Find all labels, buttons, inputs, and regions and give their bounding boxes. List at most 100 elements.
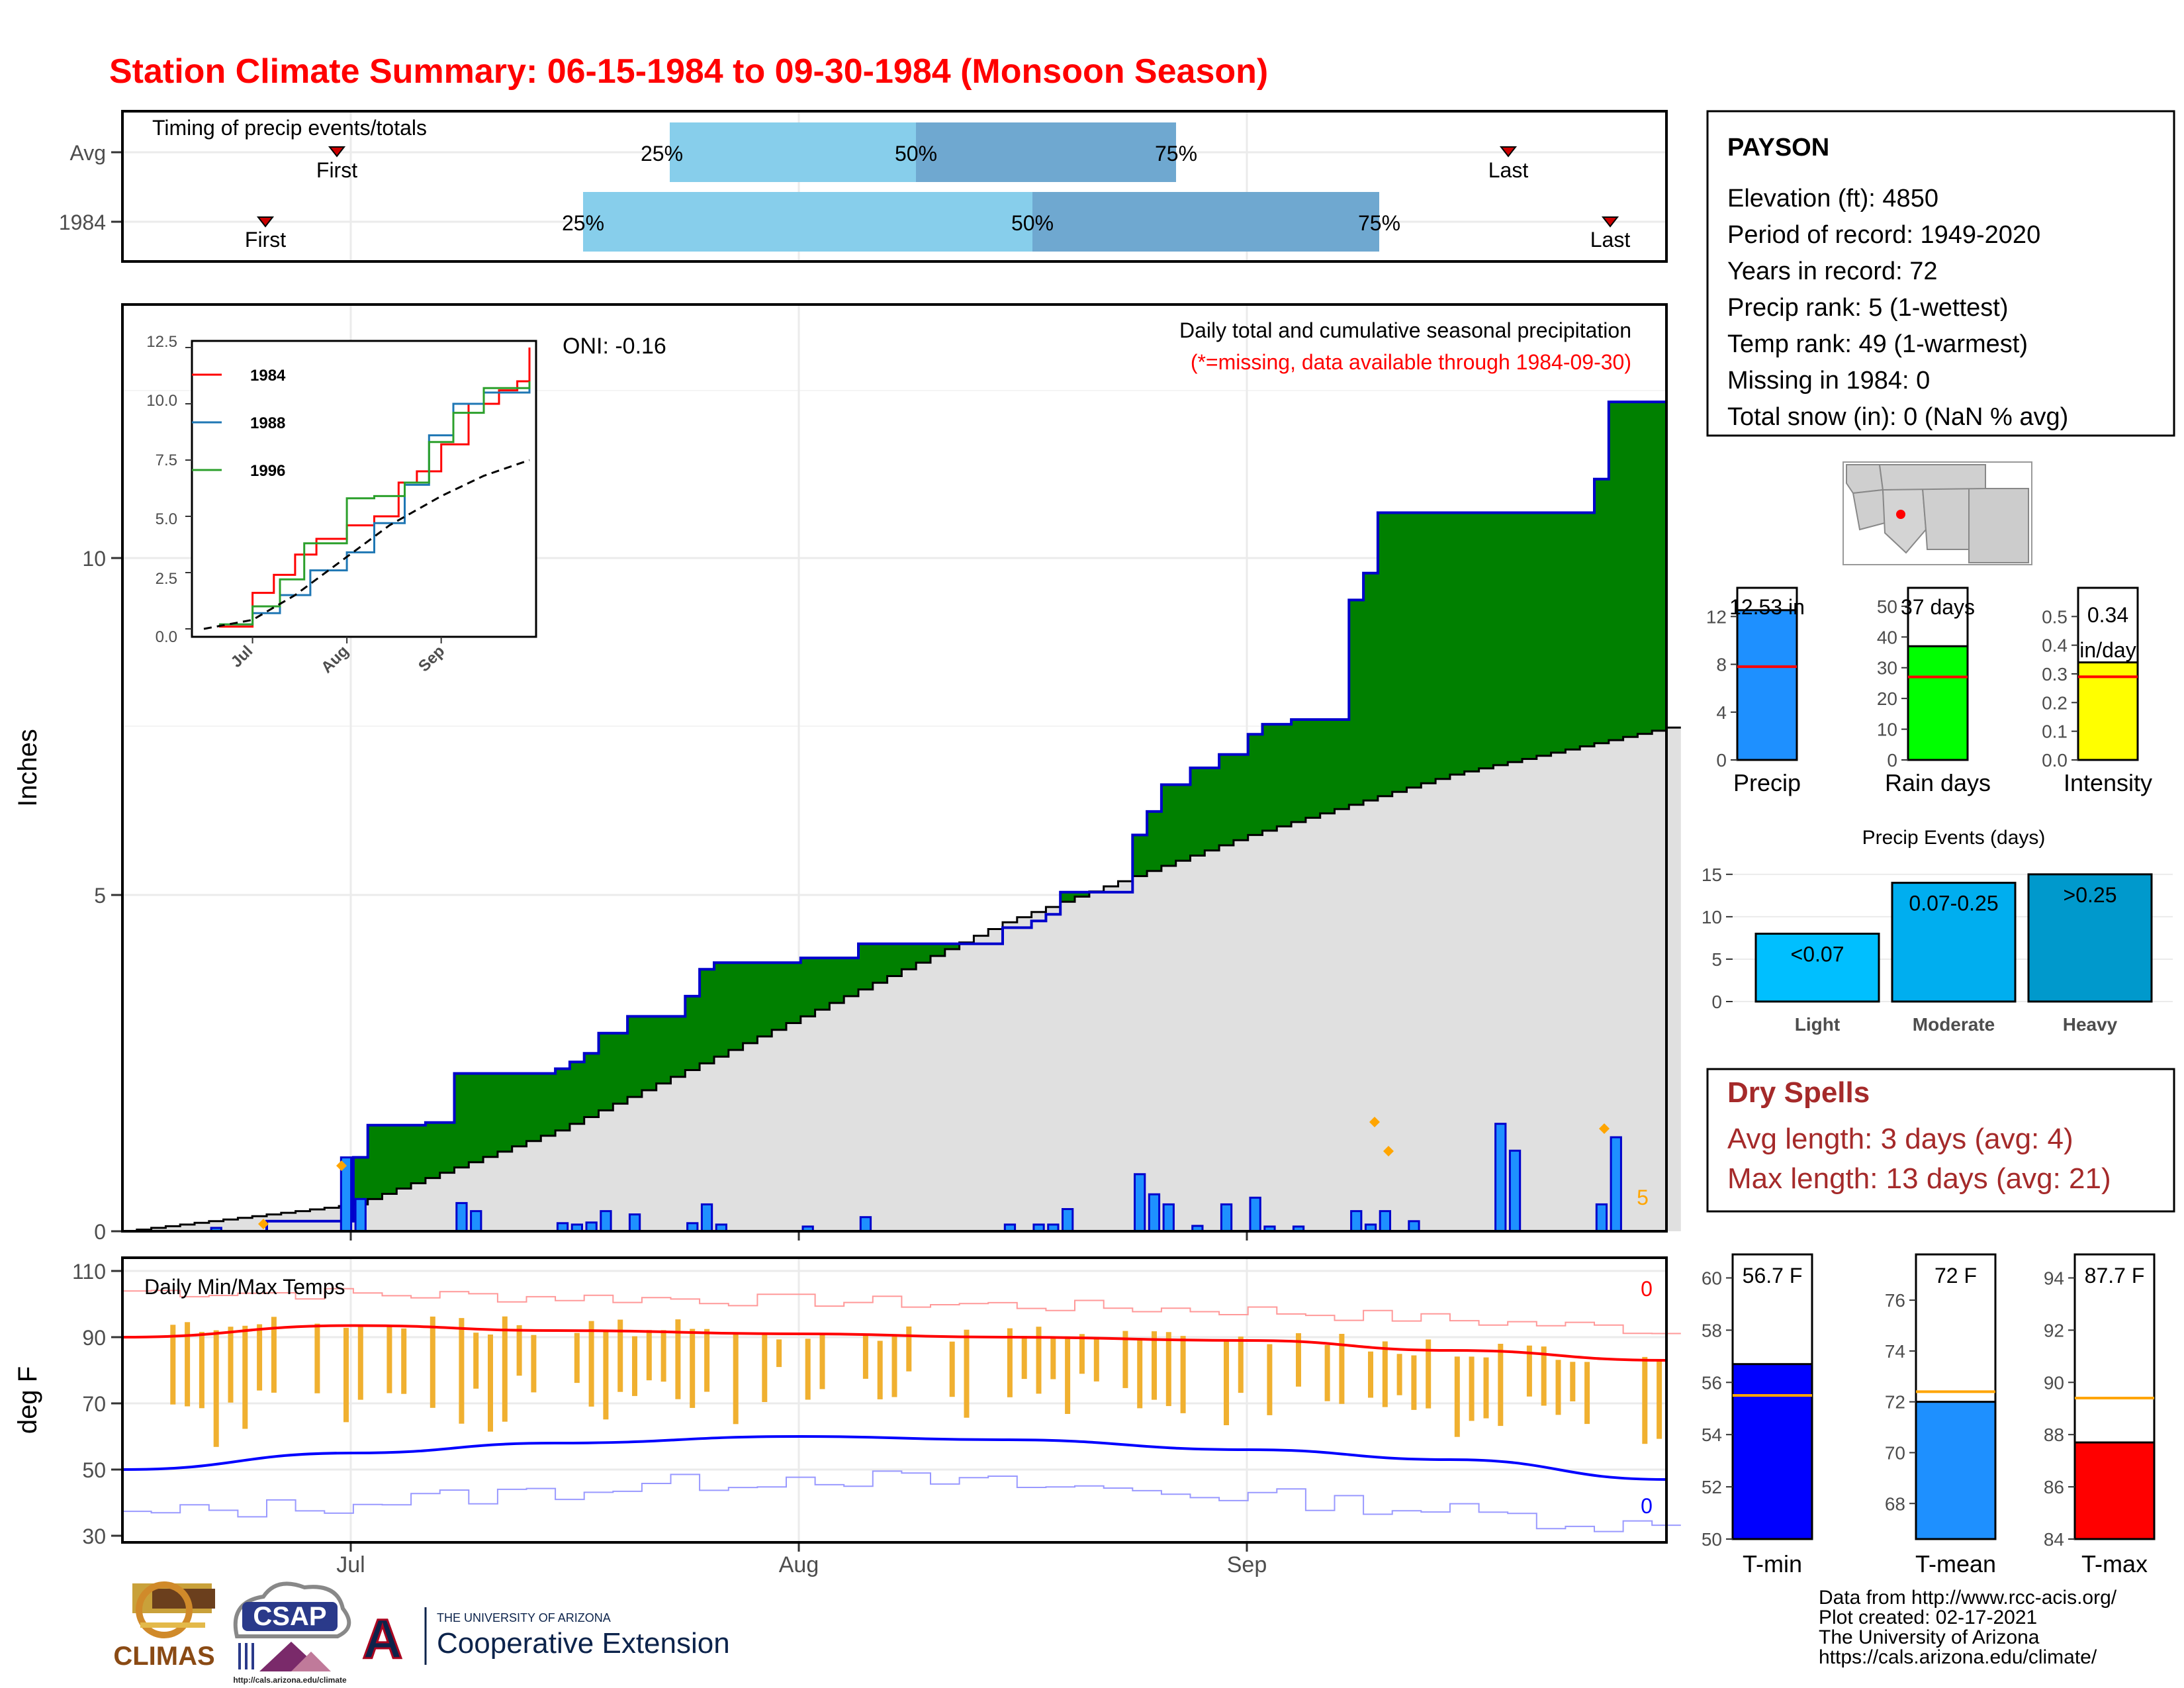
ytick-label: 60 [1702,1268,1722,1289]
tmin-label: T-min [1743,1550,1802,1577]
csap-url-text: http://cals.arizona.edu/climate [233,1675,347,1685]
inset-ytick: 5.0 [156,510,177,528]
events-cat-moderate: Moderate [1913,1014,1995,1035]
dry-spells-title: Dry Spells [1727,1076,1870,1109]
daily-temp-range-bar [185,1322,191,1407]
timing-1984-last-marker [1601,216,1619,228]
page-title: Station Climate Summary: 06-15-1984 to 0… [109,52,1268,91]
daily-temp-range-bar [675,1319,681,1399]
mini-precip-value: 12.53 in [1729,595,1805,619]
record-low-count: 0 [1641,1494,1653,1518]
station-line: Elevation (ft): 4850 [1727,185,1938,212]
events-cat-heavy: Heavy [2063,1014,2118,1035]
station-line: Precip rank: 5 (1-wettest) [1727,294,2008,322]
precip-header: Daily total and cumulative seasonal prec… [1179,318,1631,342]
daily-temp-range-bar [357,1325,363,1400]
timing-1984-q25: 25% [562,211,604,235]
events-title: Precip Events (days) [1862,827,2046,849]
events-bar-light [1754,933,1880,1003]
precip-ytick-5: 5 [94,884,106,908]
inset-legend-1996: 1996 [250,462,285,480]
max-marker [336,1160,347,1171]
timing-row-label-avg: Avg [69,141,106,165]
daily-precip-bar [455,1201,468,1233]
daily-temp-range-bar [964,1329,970,1418]
temp-bar-tmean: 72 F T-mean 68 70 72 74 76 [1885,1253,1997,1577]
cumulative-precip-line [122,389,1668,1233]
tmax-bar [2073,1441,2156,1540]
daily-temp-range-bar [1382,1341,1388,1407]
tmean-label: T-mean [1915,1550,1996,1577]
max-marker [1383,1146,1394,1156]
ytick-label: 8 [1716,655,1727,675]
ytick-label: 40 [1877,627,1897,647]
temp-ytick: 110 [72,1260,106,1284]
timing-bar-avg-q1 [670,122,916,182]
daily-temp-range-bar [646,1330,652,1381]
inset-legend-1988: 1988 [250,414,285,432]
station-line: Period of record: 1949-2020 [1727,221,2040,249]
daily-precip-bar [1162,1203,1175,1233]
daily-temp-range-bar [632,1336,637,1396]
tmin-value: 56.7 F [1743,1264,1803,1288]
daily-temp-range-bar [660,1330,666,1382]
ua-logo: A THE UNIVERSITY OF ARIZONA Cooperative … [361,1607,730,1671]
dry-spells-max: Max length: 13 days (avg: 21) [1727,1162,2111,1195]
daily-temp-range-bar [1224,1339,1229,1425]
station-location-dot [1896,510,1905,519]
timing-1984-first-label: First [245,228,286,252]
events-bars: <0.07 0.07-0.25 >0.25 [1754,873,2153,1003]
temp-ylabel: deg F [13,1366,42,1434]
daily-temp-range-bar [1180,1336,1186,1413]
daily-temp-range-bar [1296,1333,1301,1387]
daily-temp-range-bar [213,1330,219,1447]
daily-precip-bar [1350,1210,1363,1233]
tmean-value: 72 F [1934,1264,1977,1288]
daily-temp-range-bar [387,1325,392,1393]
max-daily-count: 5 [1637,1186,1649,1209]
month-tick-jul: Jul [336,1552,365,1577]
daily-temp-range-bar [1137,1338,1143,1409]
ytick-label: 12 [1706,606,1727,627]
timing-avg-first-label: First [316,158,357,182]
events-bar-moderate [1891,882,2017,1003]
mini-intensity-value: 0.34 [2087,603,2128,627]
inset-background [191,340,537,638]
temp-ytick: 70 [82,1392,106,1416]
daily-temp-range-bar [906,1326,912,1372]
climas-logo-text: CLIMAS [113,1642,214,1671]
daily-temp-range-bar [430,1316,435,1408]
daily-precip-bar [1249,1196,1261,1233]
ytick-label: 84 [2044,1529,2064,1550]
timing-title: Timing of precip events/totals [152,116,427,140]
daily-temp-range-bar [1411,1355,1417,1410]
inset-xtick: Jul [228,642,257,671]
station-name: PAYSON [1727,134,1829,162]
daily-temp-range-bar [1498,1344,1504,1427]
precip-ylabel: Inches [13,729,42,807]
tmean-bar [1915,1401,1997,1540]
mini-bar-rain-days: 37 days Rain days 0 10 20 30 40 50 [1877,586,1991,796]
inset-ytick: 7.5 [156,451,177,469]
daily-temp-range-bar [949,1341,955,1397]
mini-raindays-value: 37 days [1901,595,1975,619]
ytick-label: 5 [1711,949,1722,970]
daily-precip-bar [1508,1149,1522,1233]
dry-spells-box: Dry Spells Avg length: 3 days (avg: 4) M… [1706,1068,2175,1213]
daily-temp-range-bar [588,1321,594,1407]
ytick-label: 88 [2044,1425,2064,1445]
daily-temp-range-bar [891,1335,897,1397]
daily-temp-range-bar [603,1331,609,1420]
timing-bar-avg-q2 [916,122,1176,182]
credit-line: https://cals.arizona.edu/climate/ [1819,1646,2097,1668]
daily-precip-bar [1610,1136,1622,1233]
timing-frame [121,110,1668,263]
temp-ytick: 50 [82,1458,106,1482]
mini-raindays-label: Rain days [1885,769,1991,796]
mini-raindays-yticks: 0 10 20 30 40 50 [1877,596,1908,771]
daily-precip-bar [1595,1203,1608,1233]
daily-temp-range-bar [704,1329,710,1392]
daily-temp-range-bar [1339,1334,1345,1404]
daily-temp-range-bar [1007,1328,1013,1397]
mini-bar-intensity: 0.34 in/day Intensity 0.0 0.1 0.2 0.3 0.4 0.5 [2042,586,2152,796]
